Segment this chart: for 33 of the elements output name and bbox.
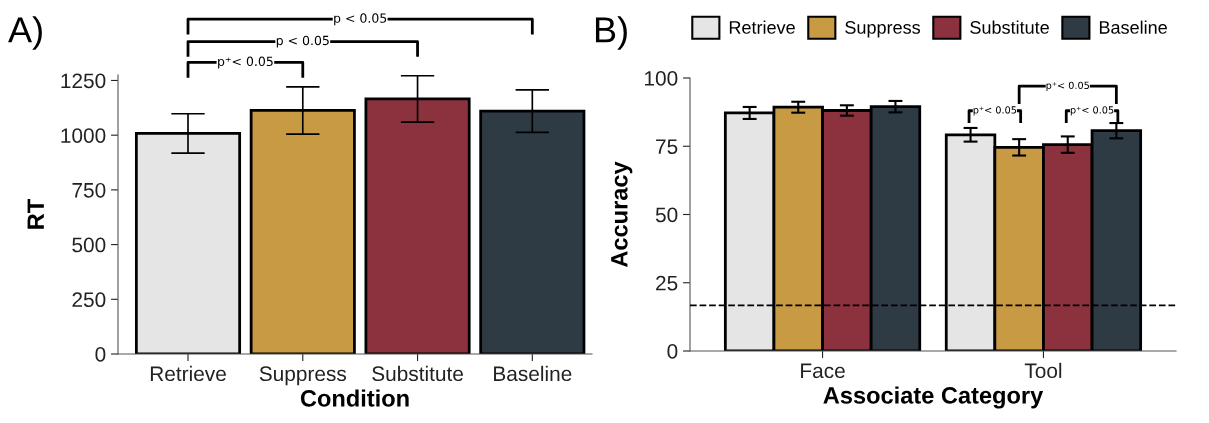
y-tick-label: 0 xyxy=(667,344,678,359)
annotation: p⁺< 0.05 xyxy=(1046,81,1089,91)
x-tick-label: Substitute xyxy=(372,365,463,382)
legend-label: Substitute xyxy=(970,20,1049,34)
x-axis-title: Associate Category xyxy=(823,386,1044,409)
y-axis-title: RT xyxy=(27,199,44,229)
y-tick-label: 25 xyxy=(656,275,678,291)
x-axis-title: Condition xyxy=(300,389,409,407)
text: p⁺< 0.05 xyxy=(218,56,273,69)
y-tick-label: 250 xyxy=(72,292,106,308)
x-tick-label: Tool xyxy=(1024,362,1062,379)
chart-title: A) xyxy=(8,16,42,50)
legend-label: Baseline xyxy=(1099,20,1167,34)
text: p < 0.05 xyxy=(276,35,329,48)
y-tick-label: 100 xyxy=(645,71,678,86)
y-tick-label: 750 xyxy=(72,182,106,198)
y-tick-label: 0 xyxy=(95,347,106,362)
y-tick-label: 50 xyxy=(655,207,678,223)
annotation: p⁺< 0.05 xyxy=(973,106,1017,116)
x-tick-label: Face xyxy=(801,363,845,379)
y-tick-label: 1250 xyxy=(61,73,106,89)
chart-title: B) xyxy=(595,16,627,50)
text: p < 0.05 xyxy=(334,13,387,26)
annotation: p⁺< 0.05 xyxy=(1070,106,1114,116)
y-tick-label: 75 xyxy=(656,139,678,154)
y-axis-title: Accuracy xyxy=(611,161,633,268)
y-tick-label: 1000 xyxy=(61,128,106,143)
legend-label: Retrieve xyxy=(729,20,795,34)
x-tick-label: Suppress xyxy=(259,366,347,386)
legend-label: Suppress xyxy=(845,21,921,38)
x-tick-label: Baseline xyxy=(494,365,572,382)
x-tick-label: Retrieve xyxy=(150,365,226,382)
y-tick-label: 500 xyxy=(72,237,106,253)
